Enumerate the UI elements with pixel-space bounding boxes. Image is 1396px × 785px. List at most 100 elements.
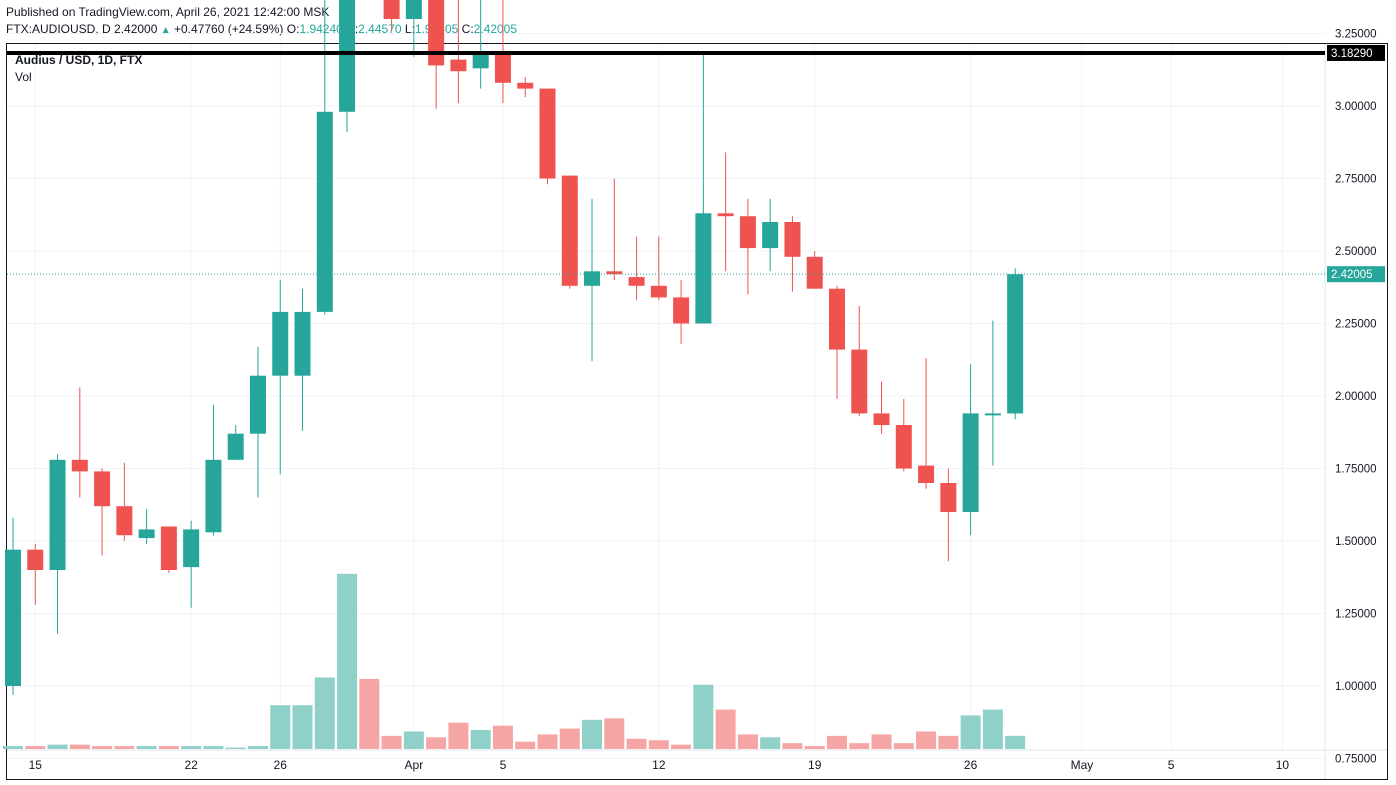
volume-bar [158, 746, 179, 749]
symbol-label: FTX:AUDIOUSD, D [6, 22, 111, 36]
y-tick-label: 2.75000 [1335, 174, 1377, 186]
volume-bar [671, 744, 692, 749]
volume-bar [314, 677, 335, 749]
candle-body [918, 465, 935, 483]
candle-body [428, 0, 445, 66]
volume-bar [537, 734, 558, 749]
x-tick-label: 19 [808, 758, 822, 772]
volume-bar [225, 747, 246, 749]
y-tick-label: 1.50000 [1335, 536, 1377, 548]
x-tick-label: 10 [1276, 758, 1290, 772]
candle-body [116, 506, 133, 536]
y-tick-label: 1.25000 [1335, 609, 1377, 621]
candle-body [962, 413, 979, 512]
open-label: O: [286, 22, 300, 36]
candle-body [405, 0, 422, 19]
y-tick-label: 2.50000 [1335, 246, 1377, 258]
volume-bar [1005, 735, 1026, 749]
candle-body [138, 529, 155, 539]
volume-bar [582, 719, 603, 749]
volume-legend: Vol [15, 70, 32, 84]
volume-bar [760, 737, 781, 749]
candle-body [984, 413, 1001, 416]
chart-legend-title: Audius / USD, 1D, FTX [15, 53, 143, 67]
high-value: 2.44570 [358, 22, 402, 36]
last-price: 2.42000 [114, 22, 158, 36]
candle-body [339, 0, 356, 112]
volume-bar [47, 744, 68, 749]
candle-body [316, 111, 333, 312]
candle-body [873, 413, 890, 425]
y-tick-label: 2.00000 [1335, 391, 1377, 403]
volume-bar [960, 715, 981, 749]
candle-body [472, 53, 489, 69]
candle-body [383, 0, 400, 19]
candle-body [1007, 274, 1024, 414]
volume-bar [782, 743, 803, 749]
last-price-tag [1327, 266, 1385, 283]
volume-bar [136, 746, 157, 749]
candle-body [717, 213, 734, 217]
volume-bar [69, 744, 90, 749]
candle-body [628, 277, 645, 286]
volume-bar [492, 725, 513, 749]
x-tick-label: 26 [274, 758, 288, 772]
volume-bar [737, 734, 758, 749]
volume-bar [515, 741, 536, 749]
volume-bar [826, 735, 847, 749]
volume-bar [92, 746, 113, 749]
candle-body [762, 222, 779, 249]
y-tick-label: 0.75000 [1335, 754, 1377, 766]
candle-body [249, 375, 266, 434]
candle-body [940, 483, 957, 512]
x-tick-label: 22 [184, 758, 198, 772]
candle-body [227, 433, 244, 460]
candle-body [160, 526, 177, 570]
volume-bar [871, 734, 892, 749]
volume-bar [114, 746, 135, 749]
low-label: L: [404, 22, 415, 36]
volume-bar [359, 678, 380, 749]
candle-body [650, 285, 667, 298]
up-triangle-icon: ▲ [160, 25, 171, 36]
volume-bar [604, 718, 625, 749]
x-tick-label: 12 [652, 758, 666, 772]
candle-body [695, 213, 712, 324]
candle-body [94, 471, 111, 507]
candle-body [895, 425, 912, 469]
candle-body [806, 256, 823, 289]
x-tick-label: 26 [964, 758, 978, 772]
candle-body [71, 459, 88, 472]
volume-bar [715, 709, 736, 749]
volume-bar [693, 684, 714, 749]
volume-bar [292, 705, 313, 749]
y-tick-label: 1.00000 [1335, 681, 1377, 693]
candle-body [294, 311, 311, 376]
candle-body [539, 88, 556, 179]
candle-body [851, 349, 868, 414]
x-tick-label: 15 [29, 758, 43, 772]
volume-bar [3, 746, 23, 749]
candle-body [828, 288, 845, 350]
volume-bar [470, 730, 491, 749]
x-tick-label: 5 [1168, 758, 1175, 772]
candle-body [584, 271, 601, 286]
volume-bar [559, 728, 580, 749]
candle-body [673, 297, 690, 324]
level-price-tag [1327, 44, 1385, 61]
candle-body [272, 311, 289, 376]
close-label: C: [461, 22, 474, 36]
candle-body [606, 271, 623, 275]
close-value: 2.42005 [473, 22, 518, 36]
volume-bar [804, 746, 825, 749]
candle-body [561, 175, 578, 286]
volume-bar [203, 746, 224, 749]
candle-body [450, 59, 467, 72]
volume-bar [25, 746, 46, 749]
candle-body [205, 459, 222, 533]
candle-body [517, 82, 534, 89]
chart-frame [6, 43, 1388, 780]
candle-body [739, 216, 756, 249]
volume-bar [849, 743, 870, 749]
